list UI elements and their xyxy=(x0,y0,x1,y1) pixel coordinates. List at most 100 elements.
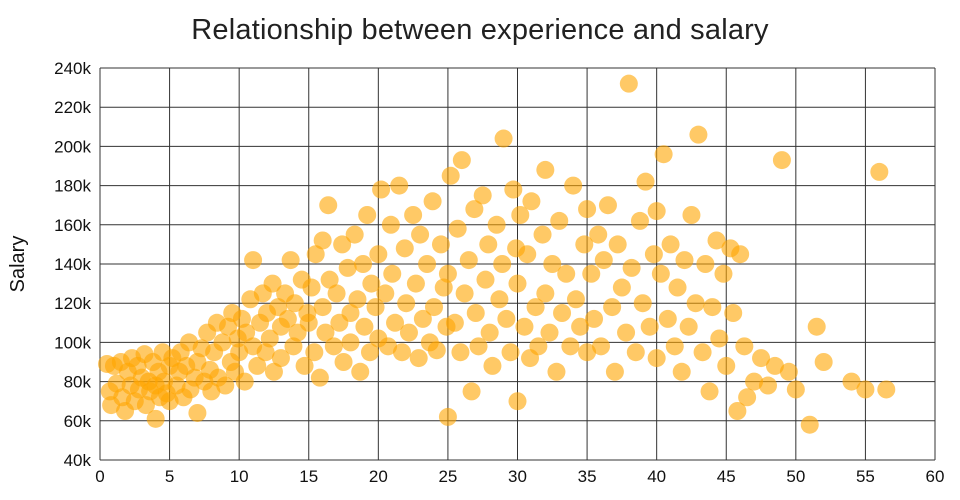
data-point xyxy=(636,172,655,191)
data-point xyxy=(362,274,381,293)
data-point xyxy=(603,298,622,317)
data-point xyxy=(752,349,771,368)
data-point xyxy=(358,206,377,224)
data-point xyxy=(807,317,826,336)
y-tick-label: 140k xyxy=(54,255,91,274)
y-tick-label: 100k xyxy=(54,333,91,352)
data-point xyxy=(619,74,638,93)
data-point xyxy=(379,337,398,356)
y-tick-label: 220k xyxy=(54,98,91,117)
data-point xyxy=(578,200,597,219)
data-point xyxy=(399,323,418,342)
data-point xyxy=(689,125,708,144)
data-point xyxy=(264,362,283,381)
y-tick-label: 200k xyxy=(54,137,91,156)
data-point xyxy=(345,225,364,244)
data-point xyxy=(256,343,275,362)
data-point xyxy=(487,215,506,234)
data-point xyxy=(230,343,249,362)
y-tick-label: 40k xyxy=(64,451,92,470)
data-point xyxy=(465,200,484,219)
data-point xyxy=(369,245,388,264)
data-point xyxy=(856,380,875,399)
data-point xyxy=(285,294,304,313)
y-tick-label: 160k xyxy=(54,216,91,235)
data-point xyxy=(594,251,613,270)
y-tick-label: 240k xyxy=(54,59,91,78)
data-point xyxy=(515,317,534,336)
data-point xyxy=(738,388,757,407)
data-point xyxy=(647,202,666,221)
data-point xyxy=(536,160,555,179)
data-point xyxy=(490,290,509,309)
data-point xyxy=(589,225,608,244)
data-point xyxy=(553,304,572,322)
data-point xyxy=(564,176,583,195)
data-point xyxy=(213,333,232,352)
data-point xyxy=(306,245,325,264)
x-tick-label: 60 xyxy=(926,467,945,486)
y-tick-label: 80k xyxy=(64,373,92,392)
data-point xyxy=(305,343,324,362)
data-point xyxy=(248,356,267,375)
x-tick-label: 15 xyxy=(299,467,318,486)
data-point xyxy=(571,317,590,336)
data-point xyxy=(372,180,391,199)
data-point xyxy=(630,211,649,230)
data-point xyxy=(354,255,373,273)
x-tick-label: 55 xyxy=(856,467,875,486)
data-point xyxy=(469,337,488,356)
data-point xyxy=(244,251,263,270)
data-point xyxy=(348,290,367,309)
data-point xyxy=(644,245,663,264)
data-point xyxy=(462,382,481,401)
data-point xyxy=(533,225,552,244)
data-point xyxy=(237,323,256,342)
data-point xyxy=(320,270,339,289)
data-point xyxy=(536,284,555,303)
data-point xyxy=(731,245,750,264)
data-point xyxy=(661,235,680,254)
data-point xyxy=(281,251,300,270)
data-point xyxy=(423,192,442,211)
data-point xyxy=(511,206,530,224)
data-point xyxy=(561,337,580,356)
data-point xyxy=(578,343,597,362)
data-point xyxy=(406,274,425,293)
data-point xyxy=(728,402,747,420)
data-point xyxy=(263,274,282,293)
data-point xyxy=(605,362,624,381)
data-point xyxy=(334,353,353,371)
data-point xyxy=(759,376,777,395)
data-point xyxy=(299,313,318,332)
data-point xyxy=(672,362,691,381)
data-point xyxy=(508,274,527,293)
data-point xyxy=(557,264,576,283)
x-tick-label: 20 xyxy=(369,467,388,486)
data-point xyxy=(459,251,478,270)
data-point xyxy=(271,349,290,368)
data-point xyxy=(390,176,409,195)
data-point xyxy=(501,343,520,362)
data-point xyxy=(333,235,352,254)
data-point xyxy=(772,151,791,170)
data-point xyxy=(235,372,254,391)
data-point xyxy=(232,309,251,328)
data-point xyxy=(585,309,604,328)
data-point xyxy=(395,239,414,258)
data-point xyxy=(316,323,335,342)
data-point xyxy=(633,294,652,313)
data-point xyxy=(700,382,719,401)
data-point xyxy=(592,337,610,356)
data-point xyxy=(647,349,666,368)
data-point xyxy=(146,409,165,428)
data-point xyxy=(686,294,705,313)
data-point xyxy=(284,337,303,356)
data-point xyxy=(696,255,715,273)
data-point xyxy=(476,270,495,289)
data-point xyxy=(411,225,430,244)
data-point xyxy=(800,415,819,434)
data-point xyxy=(493,255,512,273)
